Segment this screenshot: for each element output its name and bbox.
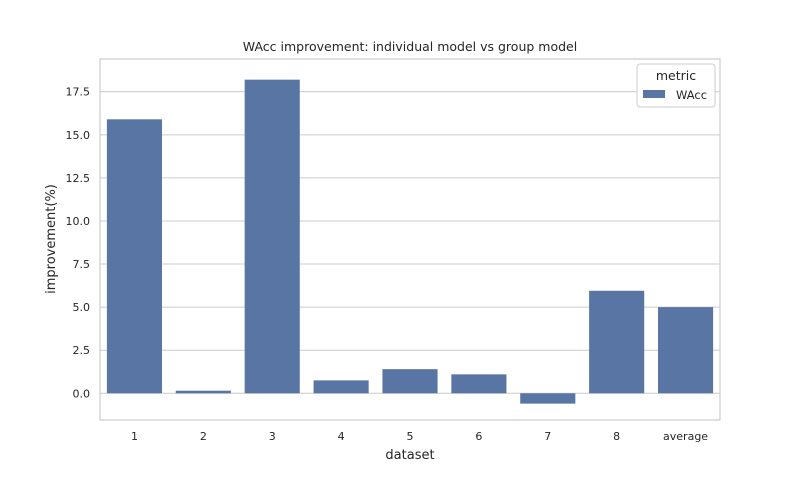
- x-tick-label: 8: [613, 430, 620, 443]
- y-axis-label: improvement(%): [44, 184, 59, 294]
- chart-title: WAcc improvement: individual model vs gr…: [243, 39, 577, 54]
- bar-8: [589, 290, 645, 394]
- x-tick-labels: 1 2 3 4 5 6 7 8 average: [131, 430, 708, 443]
- y-tick-labels: 0.0 2.5 5.0 7.5 10.0 12.5 15.0 17.5: [66, 86, 91, 401]
- grid-lines: [100, 91, 720, 394]
- bar-3: [244, 79, 300, 394]
- legend: metric WAcc: [636, 63, 716, 108]
- x-axis-label: dataset: [385, 448, 434, 463]
- y-tick-label: 0.0: [73, 387, 91, 400]
- bar-average: [658, 307, 714, 394]
- bar-4: [313, 380, 369, 394]
- bar-7: [520, 393, 576, 404]
- y-tick-label: 15.0: [66, 129, 91, 142]
- legend-label-wacc: WAcc: [676, 88, 707, 102]
- bar-1: [106, 119, 162, 394]
- x-tick-label: 2: [200, 430, 207, 443]
- y-tick-label: 12.5: [66, 172, 91, 185]
- plot-frame: [99, 58, 721, 421]
- y-tick-label: 10.0: [66, 215, 91, 228]
- legend-title: metric: [656, 68, 696, 83]
- x-tick-label: 5: [407, 430, 414, 443]
- y-tick-label: 2.5: [73, 344, 91, 357]
- bar-2: [175, 390, 231, 394]
- x-tick-label: average: [663, 430, 708, 443]
- bar-6: [451, 374, 507, 394]
- bars-group: [106, 79, 714, 404]
- x-tick-label: 4: [338, 430, 345, 443]
- x-tick-label: 1: [131, 430, 138, 443]
- y-tick-label: 7.5: [73, 258, 91, 271]
- y-tick-label: 5.0: [73, 301, 91, 314]
- y-tick-label: 17.5: [66, 86, 91, 99]
- x-tick-label: 6: [475, 430, 482, 443]
- legend-swatch-wacc: [643, 90, 665, 98]
- bar-5: [382, 369, 438, 394]
- x-tick-label: 3: [269, 430, 276, 443]
- x-tick-label: 7: [544, 430, 551, 443]
